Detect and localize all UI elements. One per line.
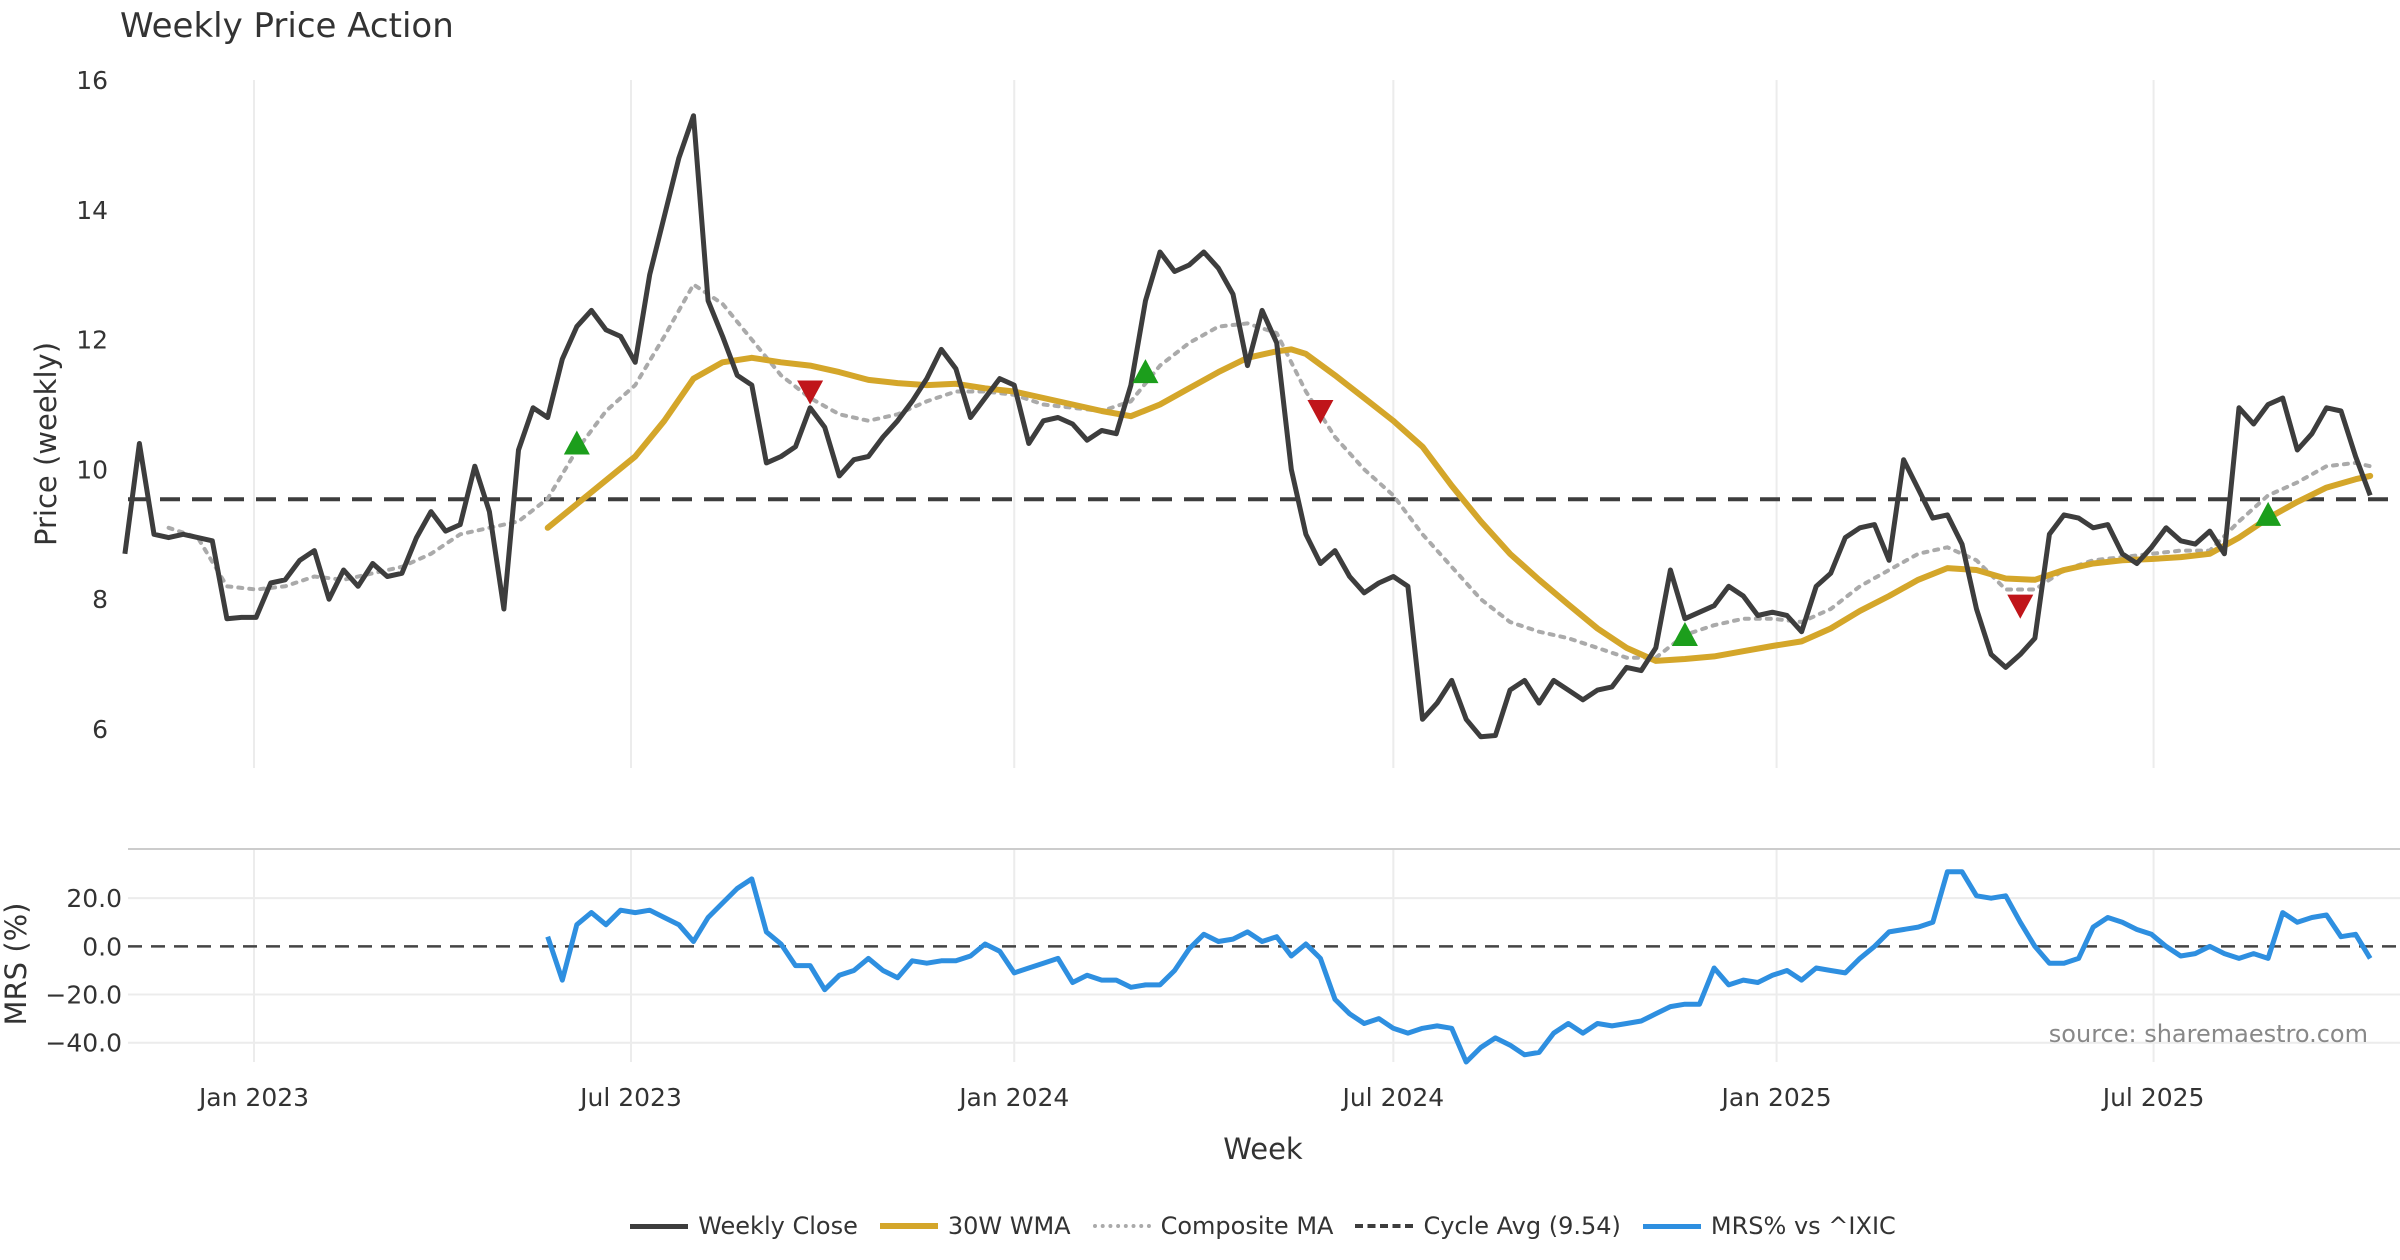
mrs-ytick-0: 20.0 xyxy=(66,884,122,913)
legend-swatch-wma xyxy=(879,1223,938,1229)
x-tick-label-1: Jul 2023 xyxy=(578,1083,682,1112)
legend-label-composite: Composite MA xyxy=(1160,1212,1334,1240)
legend-swatch-composite xyxy=(1092,1224,1151,1228)
price-y-axis-title: Price (weekly) xyxy=(29,342,63,546)
mrs-ytick-3: −40.0 xyxy=(45,1029,122,1058)
sell-signal-marker-3 xyxy=(1307,399,1334,425)
weekly-close-line xyxy=(122,113,2373,740)
buy-signal-marker-4 xyxy=(1671,621,1698,646)
mrs-line xyxy=(545,869,2373,1065)
price-ytick-4: 14 xyxy=(76,196,108,225)
legend-item-composite[interactable]: Composite MA xyxy=(1092,1212,1334,1240)
mrs-ytick-1: 0.0 xyxy=(82,932,122,961)
price-ytick-1: 8 xyxy=(92,585,108,614)
x-tick-label-4: Jan 2025 xyxy=(1720,1083,1832,1112)
legend-label-wma: 30W WMA xyxy=(947,1212,1071,1240)
x-tick-label-5: Jul 2025 xyxy=(2101,1083,2205,1112)
legend-item-weekly-close[interactable]: Weekly Close xyxy=(630,1212,858,1240)
legend-item-mrs[interactable]: MRS% vs ^IXIC xyxy=(1642,1212,1896,1240)
legend-swatch-cycle xyxy=(1355,1224,1414,1228)
sell-signal-marker-1 xyxy=(797,380,824,405)
wma-line xyxy=(544,346,2374,664)
mrs-ytick-2: −20.0 xyxy=(45,981,122,1010)
buy-signal-marker-2 xyxy=(1132,359,1159,384)
x-tick-label-0: Jan 2023 xyxy=(197,1083,309,1112)
legend-item-cycle[interactable]: Cycle Avg (9.54) xyxy=(1355,1212,1621,1240)
legend: Weekly Close 30W WMA Composite MA Cycle … xyxy=(0,1212,2400,1240)
legend-item-wma[interactable]: 30W WMA xyxy=(879,1212,1071,1240)
price-ytick-2: 10 xyxy=(76,455,108,484)
chart-title: Weekly Price Action xyxy=(120,6,454,46)
buy-signal-marker-6 xyxy=(2255,501,2282,526)
buy-signal-marker-0 xyxy=(563,430,590,455)
legend-label-weekly-close: Weekly Close xyxy=(698,1212,858,1240)
x-tick-label-2: Jan 2024 xyxy=(957,1083,1069,1112)
x-tick-label-3: Jul 2024 xyxy=(1340,1083,1444,1112)
price-ytick-3: 12 xyxy=(76,326,108,355)
legend-label-cycle: Cycle Avg (9.54) xyxy=(1423,1212,1621,1240)
x-axis-title: Week xyxy=(1223,1132,1303,1166)
legend-swatch-weekly-close xyxy=(630,1223,689,1229)
composite-ma-line xyxy=(166,282,2373,660)
legend-label-mrs: MRS% vs ^IXIC xyxy=(1710,1212,1896,1240)
sell-signal-marker-5 xyxy=(2007,594,2034,619)
mrs-y-axis-title: MRS (%) xyxy=(0,903,33,1026)
legend-swatch-mrs xyxy=(1642,1223,1701,1229)
price-ytick-5: 16 xyxy=(76,66,108,95)
price-ytick-0: 6 xyxy=(92,715,108,744)
source-watermark: source: sharemaestro.com xyxy=(2048,1020,2368,1048)
